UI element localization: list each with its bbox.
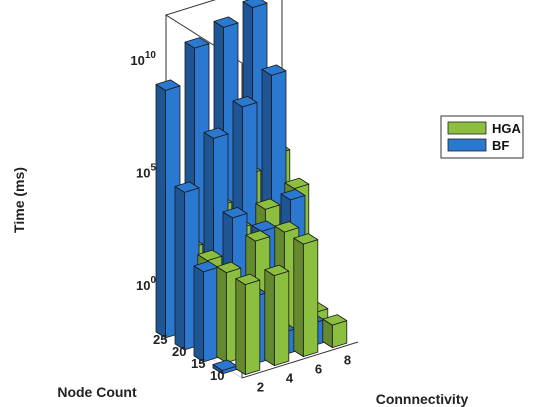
bar-side-face xyxy=(193,265,204,363)
bar-front-face xyxy=(244,279,261,376)
bar-top-face xyxy=(174,181,200,193)
bar-top-face xyxy=(245,230,271,242)
bar-top-face xyxy=(193,260,219,273)
z-tick-label: 100 xyxy=(136,275,156,293)
bar-top-face xyxy=(232,96,258,108)
connectivity-axis-label: Connnectivity xyxy=(376,391,469,407)
bar-side-face xyxy=(293,237,304,358)
bar-top-face xyxy=(322,314,348,326)
bar-front-face xyxy=(203,266,219,363)
bar-top-face xyxy=(242,0,268,8)
bar-side-face xyxy=(235,278,246,376)
bar-top-face xyxy=(203,127,229,139)
z-axis-label: Time (ms) xyxy=(11,167,27,233)
node-count-tick-label: 15 xyxy=(191,356,205,371)
bars-layer xyxy=(155,0,348,376)
legend-label-bf: BF xyxy=(492,138,509,153)
bar-top-face xyxy=(213,16,239,28)
bar-side-face xyxy=(155,84,166,339)
bar-side-face xyxy=(174,185,185,351)
legend-swatch-hga xyxy=(447,121,487,135)
legend: HGA BF xyxy=(440,115,524,159)
bar-top-face xyxy=(261,64,287,76)
bar-side-face xyxy=(216,266,227,364)
connectivity-tick-label: 2 xyxy=(257,380,264,395)
hga-bar xyxy=(264,264,290,367)
connectivity-tick-label: 6 xyxy=(315,362,322,377)
hga-bar xyxy=(322,314,348,349)
bar-top-face xyxy=(212,359,238,371)
connectivity-tick-label: 4 xyxy=(286,371,294,386)
bf-bar xyxy=(193,260,219,363)
z-tick-label: 105 xyxy=(136,163,156,181)
bar-top-face xyxy=(155,79,181,91)
node-count-tick-label: 20 xyxy=(172,344,186,359)
connectivity-tick-label: 8 xyxy=(344,353,351,368)
bar-front-face xyxy=(273,270,290,367)
hga-bar xyxy=(293,233,319,358)
z-tick-label: 1010 xyxy=(130,50,156,68)
bar-top-face xyxy=(251,220,277,232)
bar-top-face xyxy=(184,37,210,49)
node-count-tick-label: 10 xyxy=(210,368,224,383)
bar-top-face xyxy=(235,273,261,286)
bar-side-face xyxy=(264,269,275,367)
hga-bar xyxy=(235,273,261,376)
node-count-axis-label: Node Count xyxy=(57,384,137,400)
bar-top-face xyxy=(197,249,223,262)
bar-top-face xyxy=(284,177,310,190)
bar-top-face xyxy=(280,188,306,201)
bar-top-face xyxy=(255,198,281,210)
bar-top-face xyxy=(264,264,290,277)
bar-top-face xyxy=(222,206,248,219)
legend-label-hga: HGA xyxy=(492,121,522,136)
bar-top-face xyxy=(216,261,242,274)
bar-top-face xyxy=(274,221,300,233)
bar-front-face xyxy=(302,239,319,358)
node-count-tick-label: 25 xyxy=(153,332,167,347)
legend-swatch-bf xyxy=(447,138,487,152)
bar-top-face xyxy=(293,233,319,245)
